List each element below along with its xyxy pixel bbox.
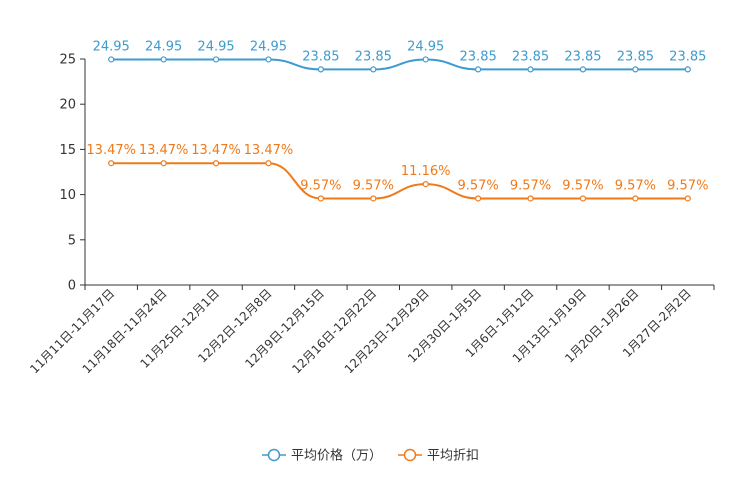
legend-marker-icon bbox=[267, 448, 281, 462]
y-tick-label: 5 bbox=[68, 233, 76, 248]
legend-label: 平均折扣 bbox=[427, 449, 479, 464]
data-point[interactable] bbox=[160, 56, 167, 63]
data-point[interactable] bbox=[632, 195, 639, 202]
data-label: 11.16% bbox=[401, 164, 451, 179]
data-label: 24.95 bbox=[145, 39, 182, 54]
legend-label: 平均价格（万） bbox=[291, 448, 382, 464]
data-point[interactable] bbox=[370, 66, 377, 73]
series-line-0 bbox=[111, 58, 688, 71]
data-point[interactable] bbox=[160, 160, 167, 167]
x-tick-label: 11月11日-11月17日 bbox=[27, 286, 117, 376]
data-point[interactable] bbox=[475, 66, 482, 73]
data-label: 24.95 bbox=[197, 39, 234, 54]
data-label: 24.95 bbox=[250, 39, 287, 54]
data-point[interactable] bbox=[265, 160, 272, 167]
y-tick-label: 25 bbox=[59, 53, 76, 68]
data-label: 23.85 bbox=[669, 49, 706, 64]
data-labels: 24.95 24.95 24.95 24.95 23.85 23.85 24.95 23.85… bbox=[86, 39, 708, 193]
data-point[interactable] bbox=[212, 56, 220, 63]
data-label: 13.47% bbox=[139, 143, 189, 158]
data-point[interactable] bbox=[527, 195, 534, 202]
data-label: 9.57% bbox=[562, 178, 603, 193]
data-point[interactable] bbox=[265, 56, 272, 63]
data-point[interactable] bbox=[212, 160, 220, 167]
data-point[interactable] bbox=[422, 181, 429, 188]
data-label: 24.95 bbox=[407, 39, 444, 54]
legend-item-price[interactable]: 平均价格（万） bbox=[262, 448, 382, 464]
data-label: 9.57% bbox=[667, 178, 708, 193]
data-label: 9.57% bbox=[353, 178, 394, 193]
data-label: 24.95 bbox=[93, 39, 130, 54]
y-tick-label: 15 bbox=[59, 143, 76, 158]
data-label: 23.85 bbox=[460, 49, 497, 64]
axes: 051015202511月11日-11月17日11月18日-11月24日11月2… bbox=[27, 53, 715, 376]
data-label: 9.57% bbox=[510, 178, 551, 193]
data-point[interactable] bbox=[370, 195, 377, 202]
data-point[interactable] bbox=[317, 66, 324, 73]
data-label: 9.57% bbox=[457, 178, 498, 193]
data-point[interactable] bbox=[527, 66, 534, 73]
series-layer bbox=[108, 56, 691, 202]
data-point[interactable] bbox=[579, 66, 587, 73]
data-label: 13.47% bbox=[191, 143, 241, 158]
legend-marker-icon bbox=[403, 448, 417, 462]
data-label: 23.85 bbox=[512, 49, 549, 64]
data-point[interactable] bbox=[108, 56, 115, 63]
data-label: 23.85 bbox=[617, 49, 654, 64]
data-label: 23.85 bbox=[302, 49, 339, 64]
data-label: 9.57% bbox=[300, 178, 341, 193]
data-point[interactable] bbox=[579, 195, 587, 202]
data-label: 23.85 bbox=[355, 49, 392, 64]
legend: 平均价格（万） 平均折扣 bbox=[262, 448, 479, 464]
data-point[interactable] bbox=[632, 66, 639, 73]
y-tick-label: 0 bbox=[68, 279, 76, 294]
data-label: 13.47% bbox=[244, 143, 294, 158]
y-tick-label: 20 bbox=[59, 98, 76, 113]
data-point[interactable] bbox=[684, 195, 691, 202]
data-point[interactable] bbox=[317, 195, 324, 202]
y-tick-label: 10 bbox=[59, 188, 76, 203]
data-point[interactable] bbox=[422, 56, 429, 63]
data-point[interactable] bbox=[475, 195, 482, 202]
data-point[interactable] bbox=[684, 66, 691, 73]
data-label: 9.57% bbox=[615, 178, 656, 193]
data-label: 13.47% bbox=[86, 143, 136, 158]
data-label: 23.85 bbox=[564, 49, 601, 64]
data-point[interactable] bbox=[108, 160, 115, 167]
legend-item-discount[interactable]: 平均折扣 bbox=[398, 449, 479, 464]
